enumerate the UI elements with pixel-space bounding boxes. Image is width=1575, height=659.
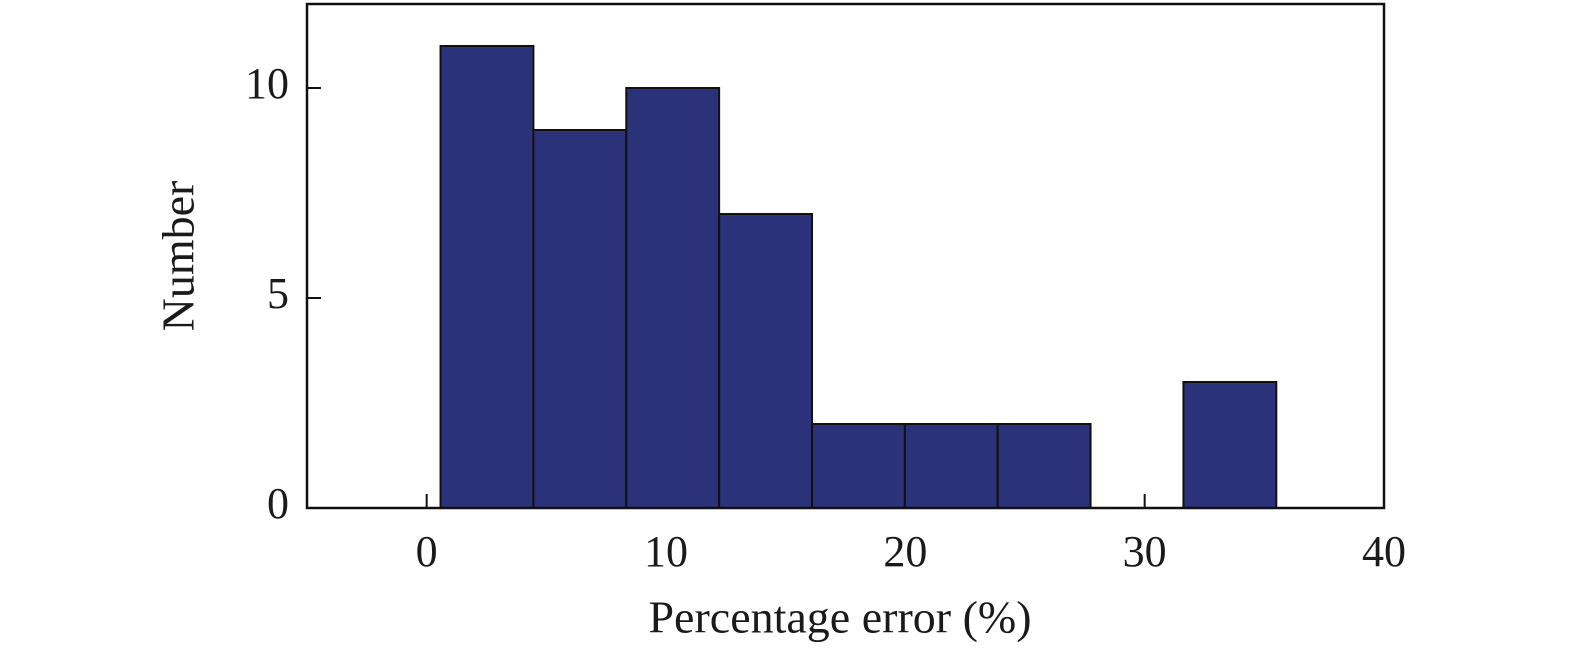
bar (718, 213, 813, 509)
plot-frame (305, 2, 1386, 510)
bar (439, 45, 535, 509)
y-tick-label: 0 (267, 479, 289, 528)
x-tick-label: 10 (644, 527, 688, 576)
x-tick-label: 40 (1362, 527, 1406, 576)
bar (810, 423, 906, 509)
bar (1182, 381, 1278, 509)
x-tick-label: 30 (1123, 527, 1167, 576)
bar (532, 129, 628, 509)
x-tick-label: 0 (416, 527, 438, 576)
bar (996, 423, 1092, 509)
y-tick-label: 10 (245, 59, 289, 108)
x-axis-label: Percentage error (%) (648, 592, 1031, 643)
y-axis-label: Number (153, 181, 204, 332)
bar (625, 87, 721, 509)
bar (903, 423, 999, 509)
y-tick-label: 5 (267, 269, 289, 318)
x-tick-label: 20 (883, 527, 927, 576)
